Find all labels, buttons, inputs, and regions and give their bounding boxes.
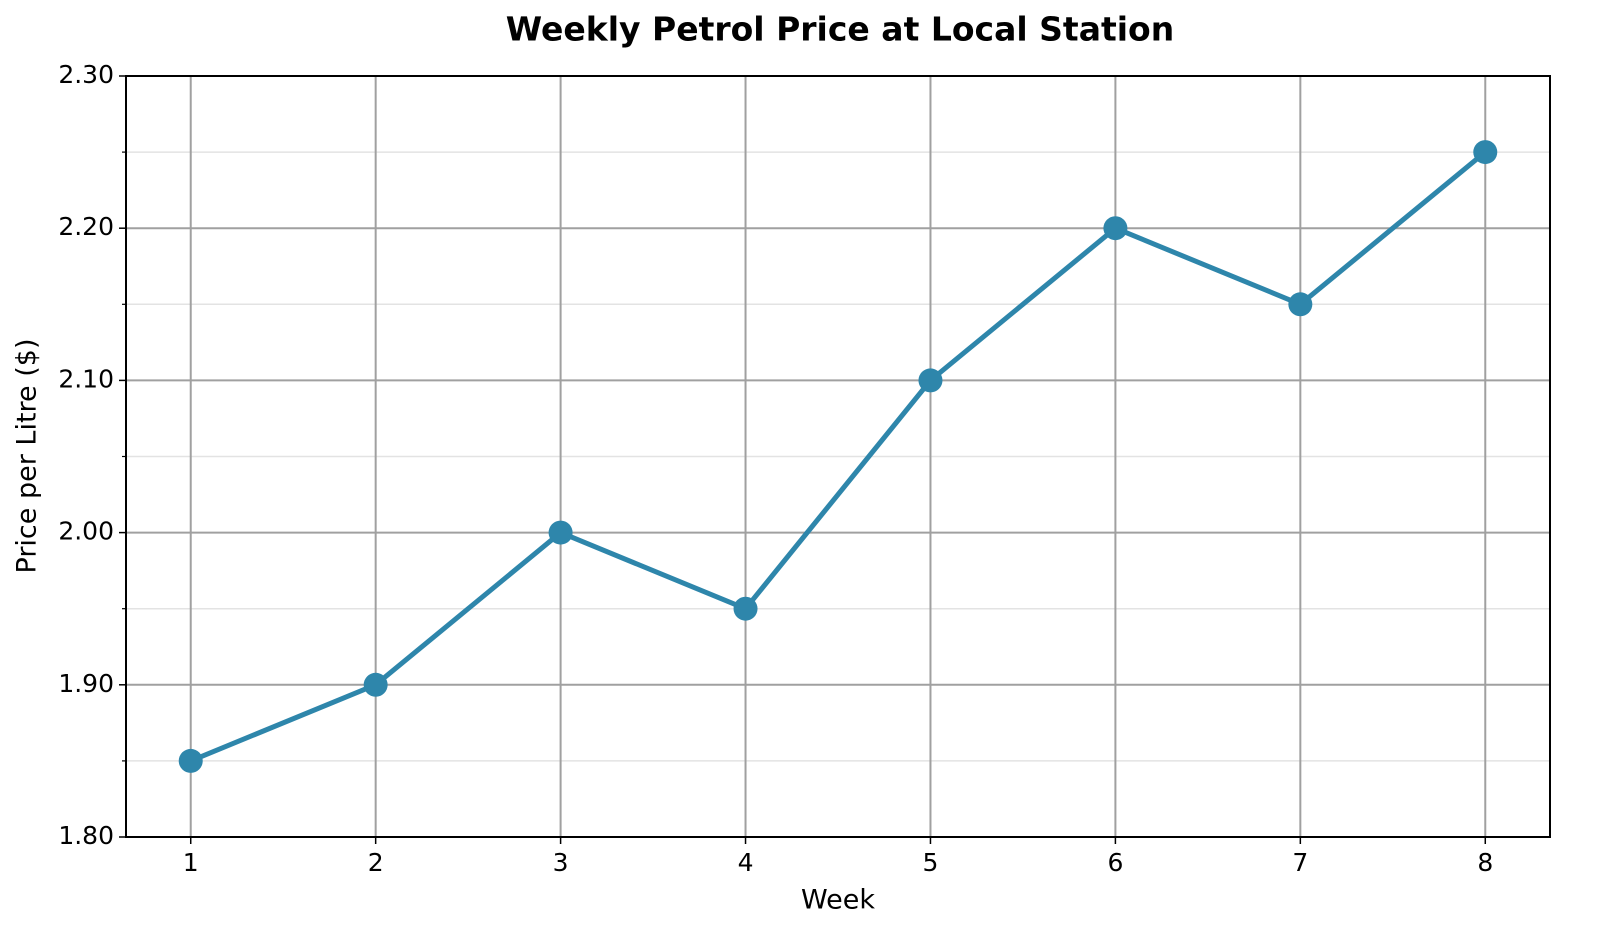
x-tick-label: 8 [1477,848,1493,877]
marker [1103,216,1128,241]
chart-title: Weekly Petrol Price at Local Station [506,10,1174,49]
plot-frame [125,75,1551,838]
y-tick-label: 1.90 [58,669,114,698]
y-axis-label: Price per Litre ($) [12,339,43,574]
y-tick-label: 1.80 [58,821,114,850]
x-tick-label: 1 [183,848,199,877]
marker [733,596,758,621]
marker [178,748,203,773]
y-tick-label: 2.30 [58,60,114,89]
marker [1473,140,1498,165]
x-tick-label: 3 [553,848,569,877]
marker [548,520,573,545]
y-tick-label: 2.10 [58,364,114,393]
x-tick-label: 7 [1292,848,1308,877]
y-tick-label: 2.00 [58,517,114,546]
x-tick-label: 6 [1107,848,1123,877]
marker [363,672,388,697]
marker [918,368,943,393]
x-tick-label: 4 [738,848,754,877]
x-tick-label: 2 [368,848,384,877]
line [189,150,1487,764]
y-tick-label: 2.20 [58,212,114,241]
x-tick-label: 5 [923,848,939,877]
marker [1288,292,1313,317]
x-axis-label: Week [801,885,875,916]
